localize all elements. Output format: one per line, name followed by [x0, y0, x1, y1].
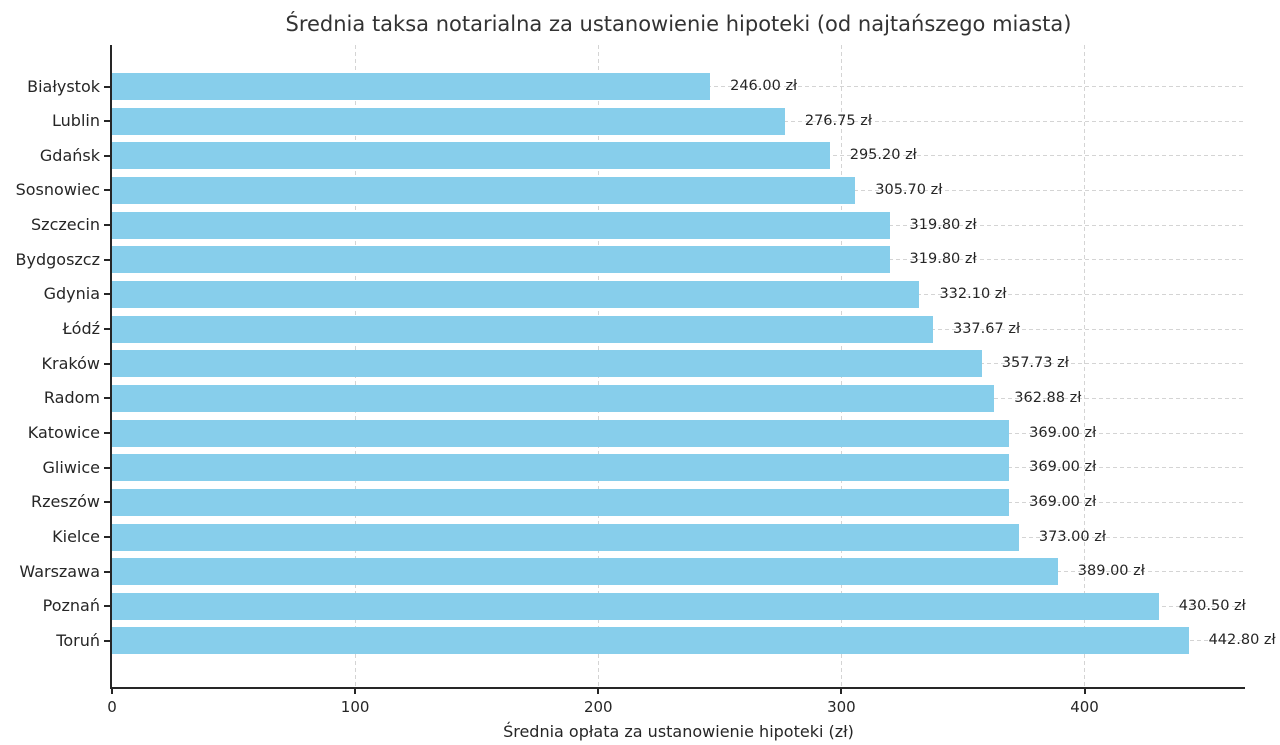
- x-tick-label: 0: [107, 698, 117, 716]
- bar-radom: [112, 384, 995, 412]
- bar-gdańsk: [112, 142, 830, 170]
- bar-poznań: [112, 592, 1159, 620]
- plot-area: 246.00 zł 276.75 zł 295.20 zł 305.70 zł 319.…: [112, 45, 1276, 687]
- y-axis-tick: [104, 154, 110, 157]
- category-label: Gliwice: [42, 457, 100, 477]
- category-label: Rzeszów: [31, 492, 100, 512]
- category-label: Gdynia: [43, 284, 100, 304]
- bar-value-label: 357.73 zł: [1001, 355, 1069, 372]
- category-label: Lublin: [52, 111, 100, 131]
- x-axis-tick: [111, 689, 113, 694]
- category-label: Gdańsk: [39, 145, 100, 165]
- category-label: Katowice: [27, 423, 100, 443]
- y-axis-tick: [104, 605, 110, 608]
- category-label: Radom: [43, 388, 100, 408]
- y-axis-tick: [104, 120, 110, 123]
- bar-value-label: 319.80 zł: [909, 216, 977, 233]
- bar-warszawa: [112, 558, 1058, 586]
- bar-sosnowiec: [112, 176, 856, 204]
- y-axis-tick: [104, 397, 110, 400]
- x-tick-label: 300: [827, 698, 856, 716]
- bar-value-label: 369.00 zł: [1029, 493, 1097, 510]
- bar-bydgoszcz: [112, 246, 890, 274]
- bar-szczecin: [112, 211, 890, 239]
- category-label: Poznań: [42, 596, 100, 616]
- x-tick-label: 200: [583, 698, 613, 716]
- x-axis-tick: [1083, 689, 1086, 694]
- y-axis-tick: [104, 466, 110, 469]
- bar-lublin: [112, 107, 785, 135]
- y-axis-tick: [104, 293, 110, 296]
- bar-rzeszów: [112, 488, 1010, 516]
- bar-łódź: [112, 315, 933, 343]
- x-axis-spine: [110, 687, 1245, 689]
- x-axis-label: Średnia opłata za ustanowienie hipoteki …: [503, 722, 854, 741]
- y-axis-tick: [104, 570, 110, 573]
- y-axis-tick: [104, 85, 110, 88]
- y-axis-tick: [104, 189, 110, 192]
- bar-value-label: 442.80 zł: [1208, 632, 1276, 649]
- bar-value-label: 319.80 zł: [909, 251, 977, 268]
- bar-value-label: 276.75 zł: [804, 112, 872, 129]
- x-axis-tick: [354, 689, 357, 694]
- y-axis-tick: [104, 362, 110, 365]
- category-label: Łódź: [62, 319, 100, 339]
- x-tick-label: 100: [340, 698, 370, 716]
- bar-value-label: 369.00 zł: [1029, 424, 1097, 441]
- bar-value-label: 362.88 zł: [1014, 389, 1082, 406]
- bar-value-label: 389.00 zł: [1077, 563, 1145, 580]
- bar-value-label: 332.10 zł: [939, 285, 1007, 302]
- y-axis-spine: [110, 45, 112, 689]
- category-label: Bydgoszcz: [15, 249, 100, 269]
- bar-value-label: 369.00 zł: [1029, 459, 1097, 476]
- y-axis-tick: [104, 224, 110, 227]
- category-label: Białystok: [27, 76, 100, 96]
- bar-value-label: 430.50 zł: [1178, 597, 1246, 614]
- category-label: Kraków: [41, 353, 100, 373]
- bar-gliwice: [112, 454, 1010, 482]
- y-axis-tick: [104, 639, 110, 642]
- bar-kielce: [112, 523, 1019, 551]
- bar-value-label: 373.00 zł: [1038, 528, 1106, 545]
- bar-value-label: 337.67 zł: [952, 320, 1021, 337]
- y-axis-tick: [104, 536, 110, 538]
- chart-title: Średnia taksa notarialna za ustanowienie…: [285, 12, 1072, 36]
- category-label: Warszawa: [19, 561, 100, 581]
- bar-białystok: [112, 73, 711, 100]
- bar-kraków: [112, 350, 982, 378]
- bar-value-label: 305.70 zł: [875, 181, 943, 198]
- category-label: Sosnowiec: [15, 180, 100, 200]
- bar-toruń: [112, 627, 1189, 655]
- category-label: Toruń: [56, 630, 100, 650]
- bar-value-label: 295.20 zł: [849, 147, 917, 164]
- y-axis-tick: [104, 501, 110, 504]
- bar-gdynia: [112, 280, 920, 308]
- y-axis-tick: [104, 432, 110, 435]
- y-axis-tick: [104, 258, 110, 261]
- gridline-vertical: [1084, 45, 1086, 687]
- bar-value-label: 246.00 zł: [730, 78, 798, 94]
- x-axis-tick: [840, 689, 843, 694]
- category-label: Kielce: [52, 527, 100, 546]
- y-axis-tick: [104, 328, 110, 331]
- bar-katowice: [112, 419, 1010, 447]
- x-tick-label: 400: [1070, 698, 1099, 716]
- x-axis-tick: [597, 689, 600, 694]
- category-label: Szczecin: [31, 215, 100, 235]
